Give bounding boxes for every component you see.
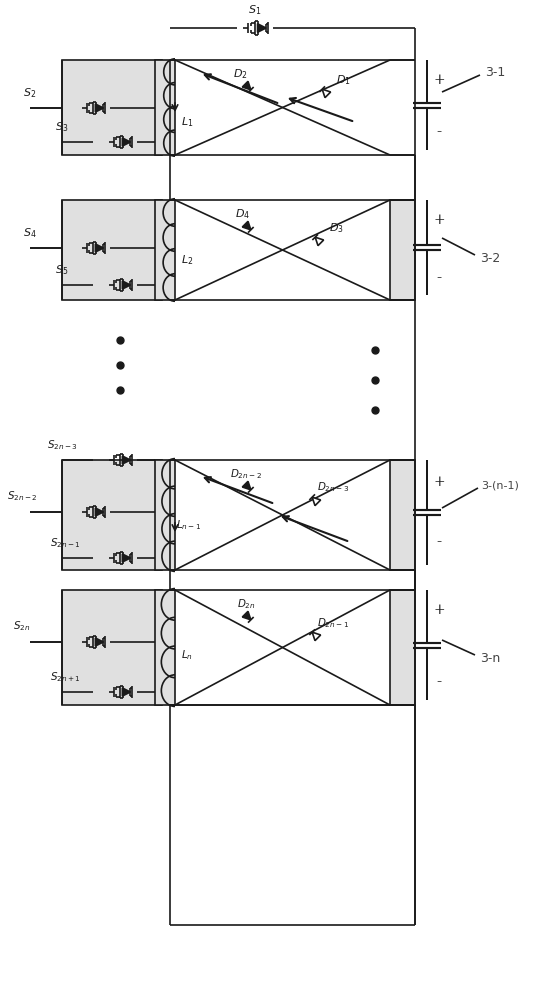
Bar bbox=[155, 200, 175, 300]
Bar bbox=[390, 590, 415, 705]
Text: $S_{2n-3}$: $S_{2n-3}$ bbox=[46, 438, 77, 452]
Text: -: - bbox=[437, 535, 441, 549]
Bar bbox=[62, 460, 162, 570]
Polygon shape bbox=[242, 221, 251, 230]
Text: $L_1$: $L_1$ bbox=[181, 116, 193, 129]
Text: 3-1: 3-1 bbox=[485, 66, 505, 79]
Bar bbox=[155, 590, 175, 705]
Text: -: - bbox=[437, 675, 441, 689]
Text: $L_{n-1}$: $L_{n-1}$ bbox=[176, 518, 202, 532]
Text: $S_{2n+1}$: $S_{2n+1}$ bbox=[50, 670, 80, 684]
Bar bbox=[62, 590, 162, 705]
Polygon shape bbox=[258, 24, 266, 32]
Text: $S_2$: $S_2$ bbox=[24, 86, 37, 100]
Text: +: + bbox=[433, 213, 445, 227]
Bar bbox=[62, 200, 162, 300]
Text: -: - bbox=[437, 125, 441, 139]
Text: $D_3$: $D_3$ bbox=[329, 221, 344, 235]
Polygon shape bbox=[95, 104, 103, 112]
Text: $D_4$: $D_4$ bbox=[235, 207, 251, 221]
Polygon shape bbox=[312, 632, 321, 641]
Polygon shape bbox=[315, 237, 324, 246]
Bar bbox=[155, 460, 175, 570]
Text: -: - bbox=[437, 271, 441, 285]
Bar bbox=[62, 60, 162, 155]
Text: $S_1$: $S_1$ bbox=[248, 3, 261, 17]
Text: 3-(n-1): 3-(n-1) bbox=[481, 480, 519, 490]
Text: $L_2$: $L_2$ bbox=[181, 253, 193, 267]
Bar bbox=[390, 200, 415, 300]
Text: $S_{2n-2}$: $S_{2n-2}$ bbox=[7, 489, 37, 503]
Text: $S_4$: $S_4$ bbox=[23, 226, 37, 240]
Text: $D_{2n-2}$: $D_{2n-2}$ bbox=[230, 467, 262, 481]
Text: $D_2$: $D_2$ bbox=[232, 67, 247, 81]
Text: $L_n$: $L_n$ bbox=[181, 649, 193, 662]
Polygon shape bbox=[95, 244, 103, 252]
Text: $S_5$: $S_5$ bbox=[55, 263, 69, 277]
Text: $D_{2n-3}$: $D_{2n-3}$ bbox=[317, 480, 349, 494]
Text: +: + bbox=[433, 603, 445, 617]
Polygon shape bbox=[95, 508, 103, 516]
Polygon shape bbox=[123, 138, 130, 146]
Text: 3-2: 3-2 bbox=[480, 251, 500, 264]
Polygon shape bbox=[123, 688, 130, 696]
Text: $D_{2n}$: $D_{2n}$ bbox=[237, 597, 255, 611]
Bar bbox=[390, 460, 415, 570]
Bar bbox=[155, 60, 175, 155]
Text: $S_{2n}$: $S_{2n}$ bbox=[13, 619, 31, 633]
Polygon shape bbox=[123, 281, 130, 289]
Text: +: + bbox=[433, 73, 445, 87]
Text: +: + bbox=[433, 475, 445, 489]
Text: $D_1$: $D_1$ bbox=[336, 73, 351, 87]
Polygon shape bbox=[95, 638, 103, 646]
Polygon shape bbox=[242, 81, 251, 90]
Polygon shape bbox=[123, 456, 130, 464]
Polygon shape bbox=[242, 611, 251, 620]
Text: 3-n: 3-n bbox=[480, 652, 500, 664]
Polygon shape bbox=[123, 554, 130, 562]
Polygon shape bbox=[322, 89, 330, 98]
Text: $S_3$: $S_3$ bbox=[55, 120, 69, 134]
Polygon shape bbox=[242, 481, 251, 490]
Text: $S_{2n-1}$: $S_{2n-1}$ bbox=[50, 536, 80, 550]
Text: $D_{2n-1}$: $D_{2n-1}$ bbox=[317, 616, 349, 630]
Polygon shape bbox=[312, 497, 321, 506]
